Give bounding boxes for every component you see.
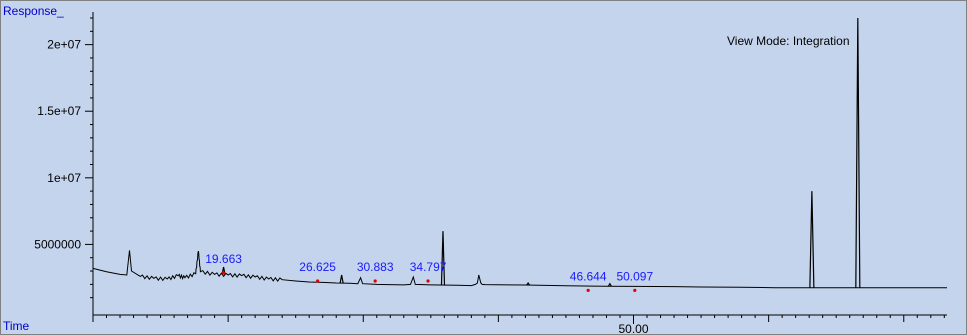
view-mode-text: View Mode: Integration — [727, 34, 850, 48]
chromatogram-peak — [855, 17, 861, 288]
peak-label: 26.625 — [299, 260, 336, 274]
peak-label-layer: 19.663 26.625 30.883 34.797 46.644 50.097 — [205, 252, 653, 292]
chromatogram-peak — [607, 282, 612, 287]
integration-mark — [373, 279, 377, 283]
chromatogram-peak — [339, 274, 344, 284]
peak-label: 46.644 — [570, 269, 607, 283]
x-axis-label: Time — [3, 319, 30, 333]
peak-label: 19.663 — [205, 252, 242, 266]
integration-mark — [586, 288, 590, 292]
peak-label: 30.883 — [357, 260, 394, 274]
trace-layer — [92, 17, 947, 289]
y-tick-label: 2e+07 — [47, 38, 81, 52]
chromatogram-peak — [440, 231, 446, 286]
x-tick-label: 50.00 — [618, 322, 648, 334]
y-tick-label: 1e+07 — [47, 171, 81, 185]
integration-mark — [221, 271, 226, 275]
y-tick-label: 1.5e+07 — [37, 104, 81, 118]
chromatogram-trace — [92, 250, 947, 289]
peak-label: 34.797 — [410, 260, 447, 274]
peak-label: 50.097 — [616, 269, 653, 283]
axis-layer: 5000000 1e+07 1.5e+07 2e+07 50.00 — [34, 12, 947, 334]
y-axis-label: Response_ — [3, 4, 64, 18]
chromatogram-peak — [526, 282, 531, 286]
integration-mark — [426, 279, 430, 283]
y-tick-label: 5000000 — [34, 237, 81, 251]
integration-mark — [633, 288, 637, 292]
integration-mark — [316, 279, 320, 283]
chromatogram-peak — [809, 191, 815, 288]
